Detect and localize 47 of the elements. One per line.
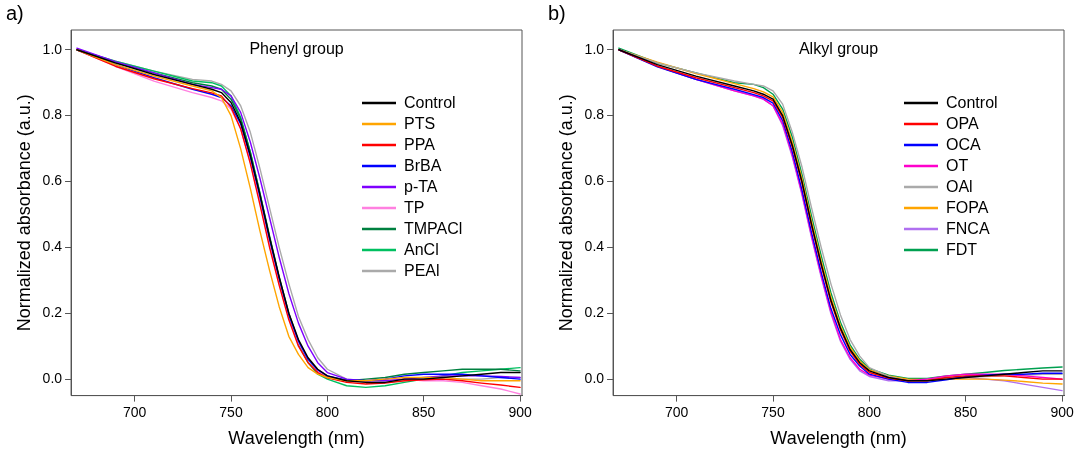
x-tick-label: 700: [664, 403, 689, 420]
legend-label: OT: [946, 156, 969, 174]
legend-label: OCA: [946, 135, 981, 153]
y-tick-label: 0.4: [42, 238, 63, 255]
text: Alkyl group: [798, 40, 879, 58]
x-tick-label: 700: [122, 403, 147, 420]
legend-label: PPA: [404, 135, 436, 153]
x-axis-title: Wavelength (nm): [228, 428, 365, 449]
legend-label: Control: [946, 93, 998, 111]
y-tick-label: 0.2: [42, 304, 63, 321]
y-tick-label: 0.8: [42, 106, 63, 123]
text: Phenyl group: [249, 40, 344, 58]
y-tick-label: 0.0: [584, 369, 605, 386]
y-tick-label: 1.0: [584, 40, 605, 57]
x-tick-label: 800: [315, 403, 340, 420]
y-tick-label: 1.0: [42, 40, 63, 57]
legend-label: PEAl: [404, 261, 440, 279]
text: b): [548, 1, 566, 24]
text: a): [6, 1, 24, 24]
legend-label: FOPA: [946, 198, 989, 216]
legend-label: p-TA: [404, 177, 438, 195]
x-tick-label: 750: [761, 403, 785, 420]
legend-label: TP: [404, 198, 425, 216]
y-tick-label: 0.2: [584, 304, 605, 321]
y-tick-label: 0.8: [584, 106, 605, 123]
x-tick-label: 850: [412, 403, 436, 420]
legend-label: AnCl: [404, 240, 439, 258]
legend-label: PTS: [404, 114, 436, 132]
y-tick-label: 0.6: [584, 172, 605, 189]
x-tick-label: 900: [1050, 403, 1074, 420]
y-tick-label: 0.0: [42, 369, 63, 386]
x-axis-title: Wavelength (nm): [770, 428, 907, 449]
x-tick-label: 750: [219, 403, 243, 420]
x-tick-label: 850: [954, 403, 978, 420]
y-tick-label: 0.4: [584, 238, 605, 255]
y-axis-title: Normalized absorbance (a.u.): [555, 94, 576, 332]
y-tick-label: 0.6: [42, 172, 63, 189]
y-axis-title: Normalized absorbance (a.u.): [13, 94, 34, 332]
legend-label: FNCA: [946, 219, 990, 237]
legend-label: FDT: [946, 240, 978, 258]
legend-label: OPA: [946, 114, 979, 132]
legend-label: Control: [404, 93, 456, 111]
legend-label: OAl: [946, 177, 973, 195]
x-tick-label: 800: [857, 403, 882, 420]
legend-label: BrBA: [404, 156, 442, 174]
legend-label: TMPACl: [404, 219, 463, 237]
x-tick-label: 900: [508, 403, 532, 420]
